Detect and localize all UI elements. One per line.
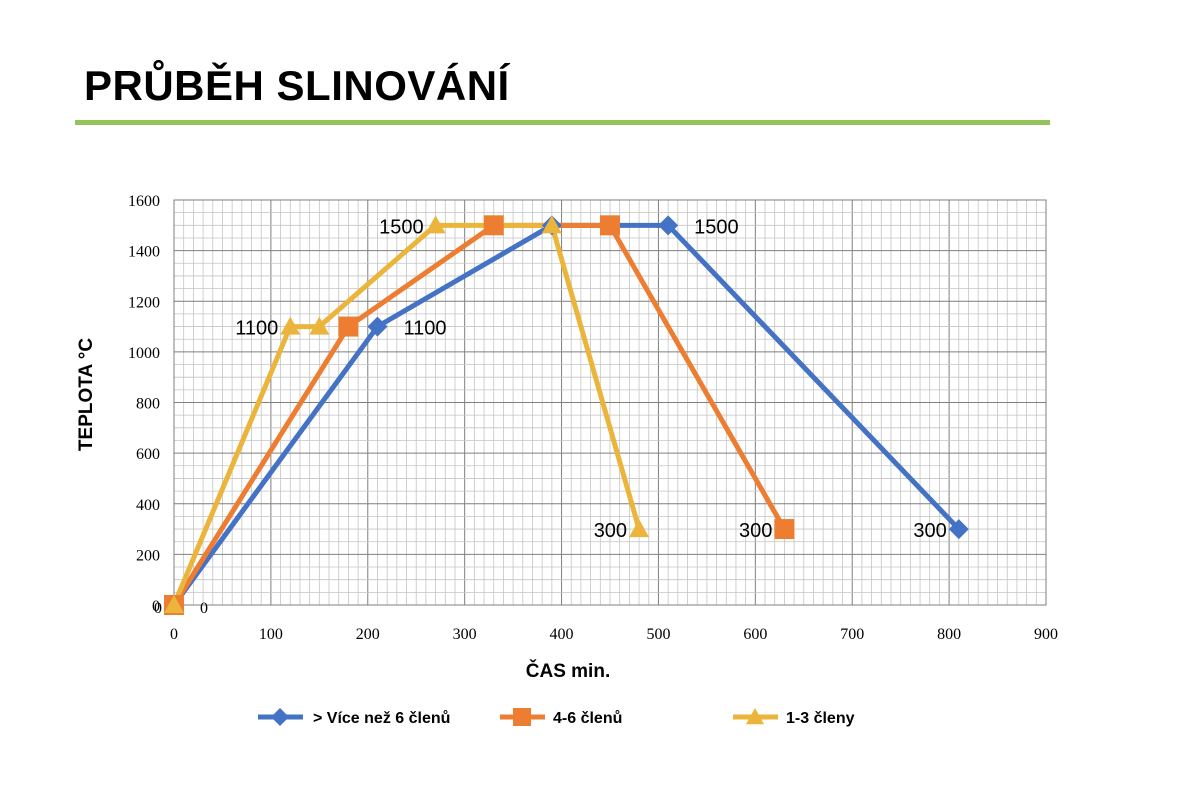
data-point-series-2 [338, 316, 359, 337]
legend-label-2: 4-6 členů [553, 710, 622, 727]
data-label: 300 [594, 520, 627, 542]
data-point-series-3 [541, 215, 562, 234]
data-label: 1500 [694, 216, 739, 238]
legend-label-3: 1-3 členy [786, 710, 855, 727]
y-tick-label: 600 [136, 446, 160, 463]
data-point-series-2 [600, 215, 620, 236]
x-tick-label: 400 [550, 626, 574, 643]
data-point-series-1 [658, 215, 679, 236]
series-line-3 [171, 222, 642, 606]
y-tick-label: 400 [136, 497, 160, 514]
x-tick-label: 700 [840, 626, 864, 643]
y-tick-label: 200 [136, 547, 160, 564]
y-tick-label: 1400 [128, 244, 160, 261]
plot-frame [173, 199, 1047, 606]
x-tick-label: 900 [1034, 626, 1058, 643]
y-tick-label: 1600 [128, 193, 160, 210]
y-tick-labels: 0 200 400 600 800 1000 1200 1400 1600 [128, 193, 160, 615]
x-tick-label: 500 [646, 626, 670, 643]
data-point-series-3 [425, 215, 446, 234]
x-tick-label: 800 [937, 626, 961, 643]
y-tick-label: 800 [136, 396, 160, 413]
y-axis-label: TEPLOTA °C [76, 338, 97, 451]
data-label: 300 [739, 520, 772, 542]
x-tick-labels: 0 100 200 300 400 500 600 700 800 900 [170, 626, 1058, 643]
data-point-series-2 [774, 519, 795, 540]
data-label: 1100 [403, 318, 446, 340]
x-tick-label: 600 [743, 626, 767, 643]
page-title: PRŮBĚH SLINOVÁNÍ [84, 62, 510, 109]
data-point-series-3 [629, 519, 650, 538]
x-tick-label: 100 [259, 626, 283, 643]
title-rule [75, 120, 1050, 125]
data-point-series-3 [309, 316, 330, 335]
legend-marker-1 [271, 708, 289, 726]
data-labels: 0 0 1100 1100 1500 1500 300 300 300 [154, 216, 947, 617]
data-label: 0 [154, 600, 162, 617]
data-label: 1100 [235, 318, 278, 340]
legend-marker-3 [746, 708, 764, 725]
data-point-series-1 [367, 316, 388, 337]
y-tick-label: 0 [152, 598, 160, 615]
grid [173, 199, 1047, 606]
data-point-series-3 [164, 595, 184, 613]
x-tick-label: 0 [170, 626, 178, 643]
series-markers [164, 215, 969, 615]
data-label: 0 [200, 600, 208, 617]
data-label: 1500 [379, 216, 424, 238]
x-tick-label: 300 [453, 626, 477, 643]
legend: > Více než 6 členů 4-6 členů 1-3 členy [258, 708, 855, 727]
legend-marker-2 [513, 708, 531, 726]
y-tick-label: 1200 [128, 294, 160, 311]
legend-label-1: > Více než 6 členů [313, 710, 450, 727]
data-label: 300 [913, 520, 946, 542]
y-tick-label: 1000 [128, 345, 160, 362]
data-point-series-2 [483, 215, 504, 236]
data-point-series-3 [280, 316, 301, 335]
x-tick-label: 200 [356, 626, 380, 643]
x-axis-label: ČAS min. [526, 660, 610, 682]
data-point-series-1 [948, 519, 969, 540]
